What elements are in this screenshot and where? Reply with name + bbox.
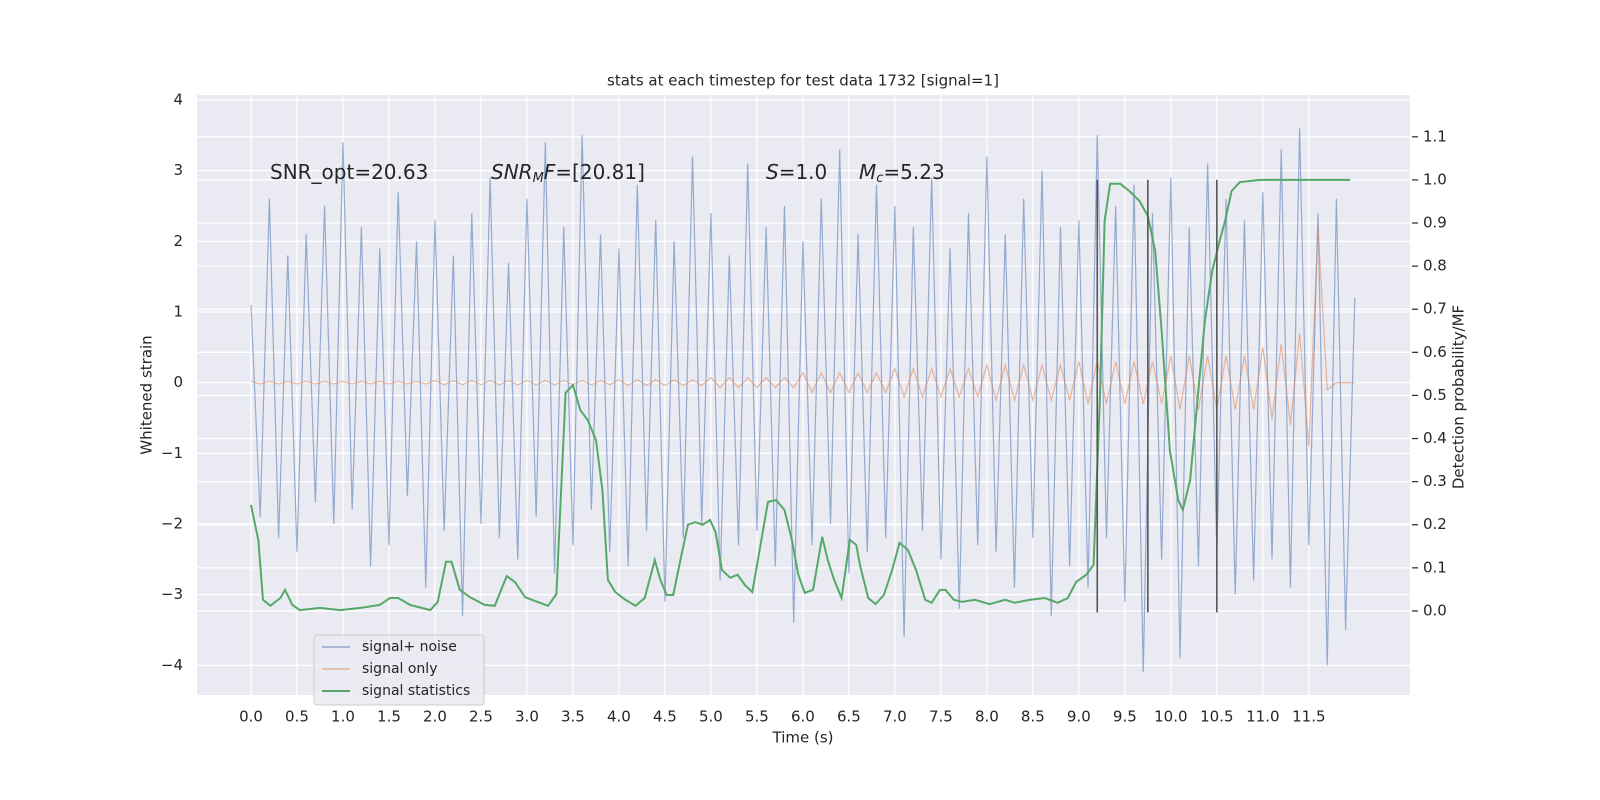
x-tick-label: 7.5 xyxy=(929,708,953,726)
x-tick-label: 0.5 xyxy=(285,708,309,726)
y2-tick-label: 0.4 xyxy=(1423,429,1447,447)
x-tick-label: 8.0 xyxy=(975,708,999,726)
plot-layer xyxy=(250,128,1356,673)
y2-tick-label: 0.5 xyxy=(1423,386,1447,404)
x-tick-label: 4.0 xyxy=(607,708,631,726)
annotation: Mc=5.23 xyxy=(859,160,945,186)
x-tick-label: 7.0 xyxy=(883,708,907,726)
x-tick-label: 6.5 xyxy=(837,708,861,726)
x-tick-label: 1.5 xyxy=(377,708,401,726)
annotation: SNR_opt=20.63 xyxy=(270,160,428,184)
x-axis-label: Time (s) xyxy=(772,729,834,747)
y2-tick-label: 0.3 xyxy=(1423,472,1447,490)
y-tick-label: −2 xyxy=(161,514,183,532)
y2-tick-label: 0.1 xyxy=(1423,558,1447,576)
annotation-part: F xyxy=(544,160,556,184)
x-tick-label: 3.0 xyxy=(515,708,539,726)
y-tick-label: 4 xyxy=(173,90,183,108)
x-tick-label: 8.5 xyxy=(1021,708,1045,726)
series-line xyxy=(250,128,1356,673)
legend-label: signal only xyxy=(362,661,437,677)
y-axis-label: Whitened strain xyxy=(138,335,156,454)
x-tick-label: 5.0 xyxy=(699,708,723,726)
chart-title: stats at each timestep for test data 173… xyxy=(607,72,999,90)
y-tick-label: 1 xyxy=(173,302,183,320)
x-tick-label: 4.5 xyxy=(653,708,677,726)
y2-tick-label: 0.7 xyxy=(1423,300,1447,318)
y2-axis-label: Detection probability/MF xyxy=(1450,305,1468,489)
x-tick-label: 0.0 xyxy=(239,708,263,726)
annotation-part: M xyxy=(533,171,544,186)
x-tick-label: 2.0 xyxy=(423,708,447,726)
y2-tick-label: 1.1 xyxy=(1423,127,1447,145)
x-tick-label: 9.0 xyxy=(1067,708,1091,726)
x-tick-label: 11.0 xyxy=(1246,708,1279,726)
annotation-part: S xyxy=(766,160,779,184)
x-tick-label: 1.0 xyxy=(331,708,355,726)
y2-tick-label: 1.0 xyxy=(1423,170,1447,188)
series-line xyxy=(250,178,1351,612)
y-tick-label: −4 xyxy=(161,656,183,674)
y2-tick-label: 0.8 xyxy=(1423,257,1447,275)
y-tick-label: −1 xyxy=(161,444,183,462)
annotation: SNRMF=[20.81] xyxy=(491,160,645,186)
annotation-part: SNR_opt=20.63 xyxy=(270,160,428,184)
y2-tick-label: 0.9 xyxy=(1423,214,1447,232)
legend-label: signal statistics xyxy=(362,683,470,699)
annotation-part: M xyxy=(859,160,876,184)
annotation-part: =5.23 xyxy=(883,160,944,184)
y-tick-label: 3 xyxy=(173,161,183,179)
legend-box xyxy=(313,634,485,706)
series-line xyxy=(250,227,1355,447)
x-tick-label: 10.0 xyxy=(1154,708,1187,726)
x-tick-label: 10.5 xyxy=(1200,708,1233,726)
y-tick-label: 2 xyxy=(173,232,183,250)
annotation-part: =[20.81] xyxy=(555,160,645,184)
annotation-part: c xyxy=(876,171,883,186)
annotation-part: =1.0 xyxy=(779,160,828,184)
y2-tick-label: 0.6 xyxy=(1423,343,1447,361)
legend-label: signal+ noise xyxy=(362,639,457,655)
x-tick-label: 2.5 xyxy=(469,708,493,726)
x-tick-label: 3.5 xyxy=(561,708,585,726)
annotation: S=1.0 xyxy=(766,160,827,184)
x-tick-label: 5.5 xyxy=(745,708,769,726)
x-tick-label: 11.5 xyxy=(1292,708,1325,726)
y-tick-label: −3 xyxy=(161,585,183,603)
annotation-part: SNR xyxy=(491,160,533,184)
y2-tick-label: 0.2 xyxy=(1423,515,1447,533)
x-tick-label: 9.5 xyxy=(1113,708,1137,726)
x-tick-label: 6.0 xyxy=(791,708,815,726)
y2-tick-label: 0.0 xyxy=(1423,601,1447,619)
legend: signal+ noise signal only signal statistic… xyxy=(313,634,485,706)
y-tick-label: 0 xyxy=(173,373,183,391)
